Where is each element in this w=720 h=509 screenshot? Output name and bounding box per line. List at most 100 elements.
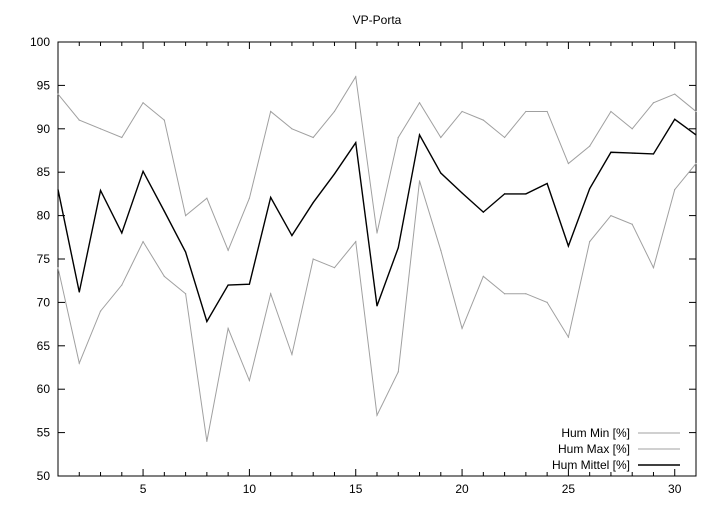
data-point-2 — [142, 170, 144, 172]
data-point-1 — [78, 119, 80, 121]
data-point-1 — [652, 102, 655, 104]
y-tick-label: 65 — [37, 339, 51, 353]
data-point-2 — [376, 305, 378, 307]
data-point-1 — [546, 110, 548, 113]
y-tick-label: 60 — [37, 382, 51, 396]
data-point-2 — [652, 153, 655, 155]
x-tick-label: 30 — [668, 482, 682, 496]
x-tick-label: 5 — [140, 482, 147, 496]
data-point-2 — [610, 151, 612, 153]
data-point-1 — [418, 102, 421, 104]
data-point-2 — [291, 234, 293, 237]
data-point-0 — [546, 301, 548, 303]
series-line-2 — [57, 118, 697, 324]
data-point-0 — [631, 223, 633, 225]
x-tick-label: 20 — [455, 482, 469, 496]
data-point-2 — [312, 201, 314, 204]
y-tick-label: 80 — [37, 209, 51, 223]
x-tick-label: 15 — [349, 482, 363, 496]
data-point-2 — [185, 251, 187, 253]
data-point-0 — [567, 336, 570, 338]
data-point-1 — [461, 110, 463, 113]
data-point-0 — [418, 180, 421, 182]
data-point-0 — [589, 241, 591, 243]
data-point-2 — [99, 189, 102, 192]
data-point-2 — [355, 142, 357, 144]
legend-label: Hum Max [%] — [558, 442, 630, 456]
data-point-0 — [397, 371, 399, 373]
data-point-1 — [185, 215, 187, 217]
data-point-0 — [248, 379, 250, 382]
y-tick-label: 55 — [37, 426, 51, 440]
data-point-1 — [333, 110, 336, 113]
data-point-0 — [525, 293, 527, 295]
data-point-0 — [440, 249, 442, 251]
data-point-2 — [418, 134, 421, 136]
data-point-2 — [57, 188, 59, 191]
y-tick-label: 100 — [30, 35, 50, 49]
data-point-2 — [567, 245, 570, 247]
data-point-2 — [121, 232, 123, 234]
data-point-2 — [440, 172, 442, 174]
data-point-0 — [674, 188, 676, 191]
data-point-1 — [291, 128, 293, 130]
data-point-2 — [589, 188, 591, 190]
data-point-1 — [567, 162, 570, 165]
data-point-2 — [482, 211, 484, 213]
data-point-1 — [482, 119, 484, 121]
data-point-1 — [674, 93, 676, 95]
data-point-0 — [376, 414, 378, 416]
data-point-0 — [163, 275, 165, 277]
data-point-2 — [163, 210, 165, 212]
y-tick-label: 70 — [37, 295, 51, 309]
data-point-0 — [291, 353, 293, 356]
data-point-2 — [227, 284, 229, 286]
data-point-1 — [57, 93, 59, 95]
data-point-0 — [610, 215, 612, 217]
data-point-0 — [312, 258, 314, 260]
data-point-0 — [99, 310, 102, 312]
data-point-1 — [589, 145, 591, 147]
data-point-1 — [227, 249, 229, 251]
data-point-2 — [546, 182, 548, 185]
data-point-1 — [631, 128, 633, 130]
data-point-2 — [525, 193, 527, 195]
data-point-0 — [57, 267, 59, 269]
data-point-2 — [674, 118, 676, 120]
y-tick-label: 90 — [37, 122, 51, 136]
data-point-0 — [333, 267, 336, 269]
data-point-0 — [227, 327, 229, 330]
data-point-2 — [461, 192, 463, 194]
data-point-2 — [78, 291, 80, 293]
legend-label: Hum Min [%] — [561, 426, 630, 440]
data-point-1 — [610, 110, 612, 113]
data-point-1 — [248, 197, 250, 199]
data-point-2 — [695, 134, 697, 136]
data-point-0 — [270, 293, 272, 295]
data-point-1 — [312, 136, 314, 139]
x-tick-label: 10 — [243, 482, 257, 496]
data-point-1 — [355, 76, 357, 78]
data-point-0 — [695, 162, 697, 165]
legend-label: Hum Mittel [%] — [552, 458, 630, 472]
data-point-1 — [695, 110, 697, 113]
data-point-0 — [482, 275, 484, 277]
data-point-1 — [525, 110, 527, 113]
data-point-1 — [504, 136, 506, 139]
y-tick-label: 95 — [37, 78, 51, 92]
data-point-1 — [142, 102, 144, 104]
data-point-0 — [78, 362, 80, 364]
data-point-0 — [355, 241, 357, 243]
data-point-1 — [397, 136, 399, 139]
data-point-1 — [121, 136, 123, 139]
x-tick-label: 25 — [562, 482, 576, 496]
data-point-0 — [206, 440, 208, 442]
data-point-0 — [121, 284, 123, 286]
data-point-2 — [270, 196, 272, 198]
y-tick-label: 75 — [37, 252, 51, 266]
data-point-0 — [652, 267, 655, 269]
y-tick-label: 85 — [37, 165, 51, 179]
data-point-1 — [270, 110, 272, 113]
